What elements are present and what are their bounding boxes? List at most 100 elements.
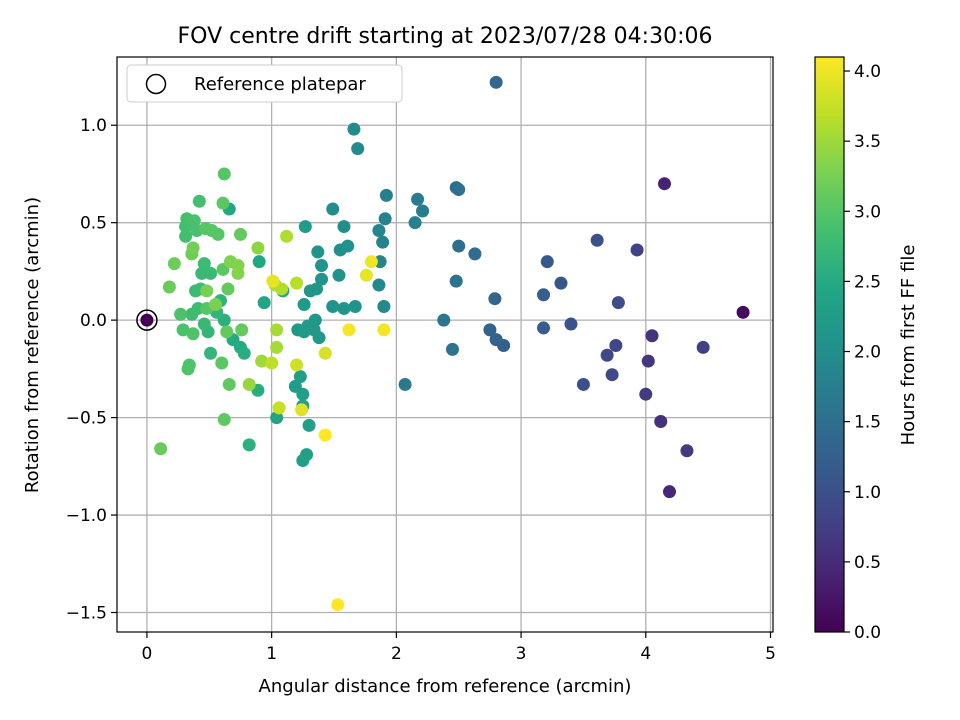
data-point [337, 220, 351, 234]
colorbar-tick-label: 1.0 [854, 483, 881, 503]
data-point [315, 272, 329, 286]
data-point [639, 387, 653, 401]
y-tick-label: 1.0 [80, 116, 107, 136]
chart-title: FOV centre drift starting at 2023/07/28 … [178, 24, 713, 49]
data-point [411, 192, 425, 206]
data-point [437, 313, 451, 327]
data-point [318, 428, 332, 442]
data-point [611, 296, 625, 310]
x-tick-label: 3 [516, 644, 527, 664]
data-point [416, 204, 430, 218]
grid-lines [117, 57, 773, 632]
data-point [398, 377, 412, 391]
data-point [445, 342, 459, 356]
data-point [233, 227, 247, 241]
y-axis-label: Rotation from reference (arcmin) [22, 197, 43, 493]
data-point [216, 196, 230, 210]
data-point [303, 284, 317, 298]
data-point [337, 301, 351, 315]
legend-marker [145, 73, 167, 95]
data-point [296, 453, 310, 467]
data-point [217, 167, 231, 181]
x-axis-label: Angular distance from reference (arcmin) [259, 676, 632, 697]
data-point [221, 282, 235, 296]
colorbar-tick-label: 3.0 [854, 202, 881, 222]
data-point [359, 268, 373, 282]
data-point [452, 239, 466, 253]
y-tick-label: −0.5 [66, 409, 107, 429]
data-point [187, 214, 201, 228]
data-point [468, 247, 482, 261]
data-point [251, 241, 265, 255]
data-point [270, 411, 284, 425]
data-point [351, 142, 365, 156]
data-point [312, 331, 326, 345]
data-point [662, 485, 676, 499]
data-point [376, 235, 390, 249]
data-point [290, 358, 304, 372]
data-point [379, 188, 393, 202]
data-point [641, 354, 655, 368]
y-tick-label: −1.0 [66, 506, 107, 526]
data-point [554, 276, 568, 290]
data-point [347, 122, 361, 136]
data-point [167, 257, 181, 271]
data-point [192, 194, 206, 208]
colorbar-ticks: 0.0 0.5 1.0 1.5 2.0 2.5 3.0 3.5 4.0 [844, 62, 881, 643]
data-point [181, 362, 195, 376]
data-point [252, 255, 266, 269]
data-point [255, 354, 269, 368]
data-point [377, 299, 391, 313]
data-point [231, 266, 245, 280]
colorbar-tick-label: 2.0 [854, 343, 881, 363]
data-point [176, 323, 190, 337]
data-point [540, 255, 554, 269]
data-point [186, 241, 200, 255]
data-point [657, 177, 671, 191]
colorbar-label: Hours from first FF file [898, 245, 919, 446]
y-tick-label: 0.5 [80, 214, 107, 234]
data-point [295, 403, 309, 417]
colorbar-tick-label: 0.5 [854, 553, 881, 573]
data-point [564, 317, 578, 331]
data-point [331, 598, 345, 612]
data-point [326, 202, 340, 216]
data-point [186, 327, 200, 341]
data-point [372, 223, 386, 237]
data-point [600, 348, 614, 362]
data-point [293, 370, 307, 384]
data-point [220, 325, 234, 339]
data-point [154, 442, 168, 456]
data-point [489, 333, 503, 347]
colorbar-tick-label: 4.0 [854, 62, 881, 82]
data-point [266, 274, 280, 288]
x-tick-label: 1 [266, 644, 277, 664]
data-point [302, 418, 316, 432]
data-point [298, 220, 312, 234]
data-point [736, 305, 750, 319]
data-point [162, 280, 176, 294]
reference-platepar-marker [136, 309, 158, 331]
data-point [377, 323, 391, 337]
y-axis-ticks: −1.5 −1.0 −0.5 0.0 0.5 1.0 [66, 116, 117, 624]
data-point [311, 245, 325, 259]
legend-label-reference-platepar: Reference platepar [194, 74, 366, 95]
data-point [280, 229, 294, 243]
data-point [645, 329, 659, 343]
x-tick-label: 0 [142, 644, 153, 664]
data-point [197, 257, 211, 271]
data-point [680, 444, 694, 458]
x-axis-ticks: 0 1 2 3 4 5 [142, 632, 776, 664]
data-point [609, 338, 623, 352]
data-point [333, 243, 347, 257]
data-point [270, 340, 284, 354]
data-point [364, 255, 378, 269]
data-point [204, 266, 218, 280]
data-point [257, 296, 271, 310]
data-point [696, 340, 710, 354]
data-point [275, 282, 289, 296]
data-point [378, 212, 392, 226]
colorbar-tick-label: 0.0 [854, 623, 881, 643]
legend-box [126, 64, 403, 103]
